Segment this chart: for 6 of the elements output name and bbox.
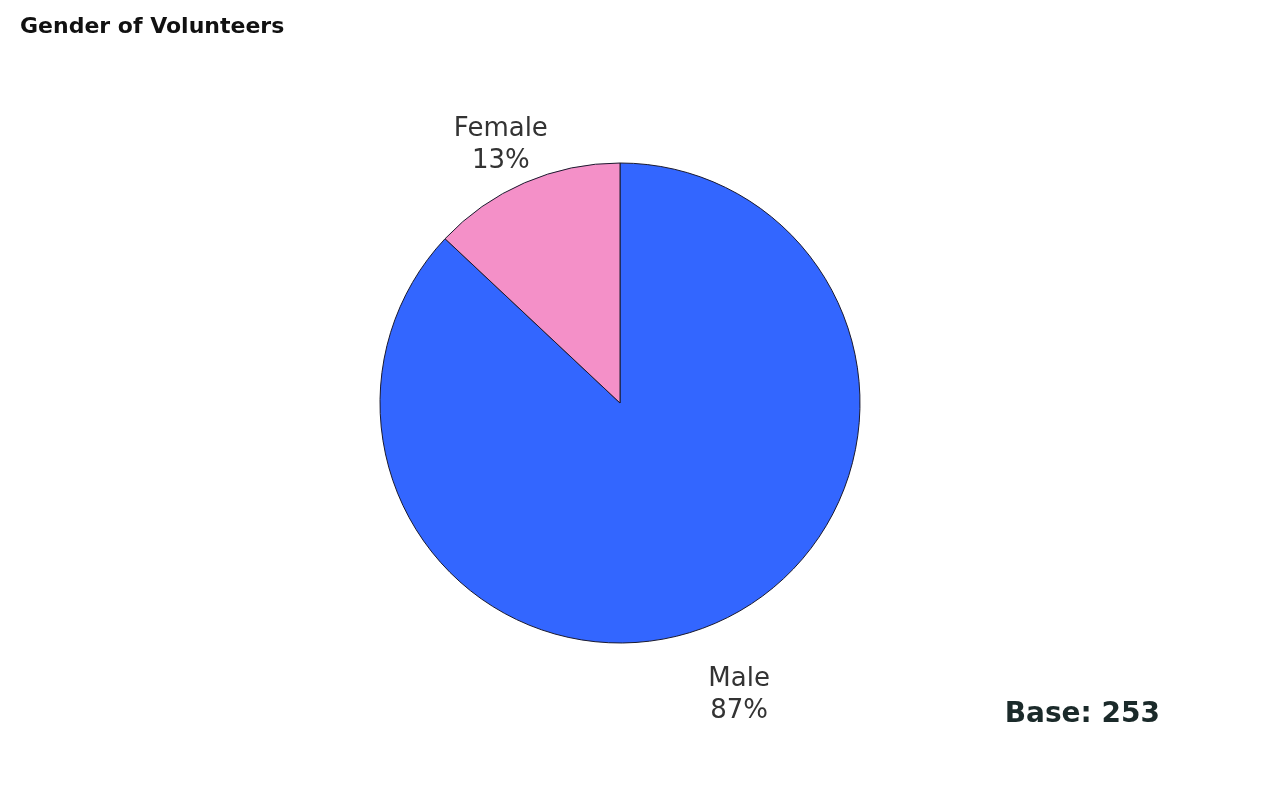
slice-label: Female (453, 111, 548, 142)
text: Gender of Volunteers (20, 13, 285, 38)
text: Base: 253 (1004, 696, 1160, 729)
data-label: 87% (710, 694, 769, 725)
slice-label: Male (708, 662, 770, 693)
data-label: 13% (471, 143, 530, 174)
